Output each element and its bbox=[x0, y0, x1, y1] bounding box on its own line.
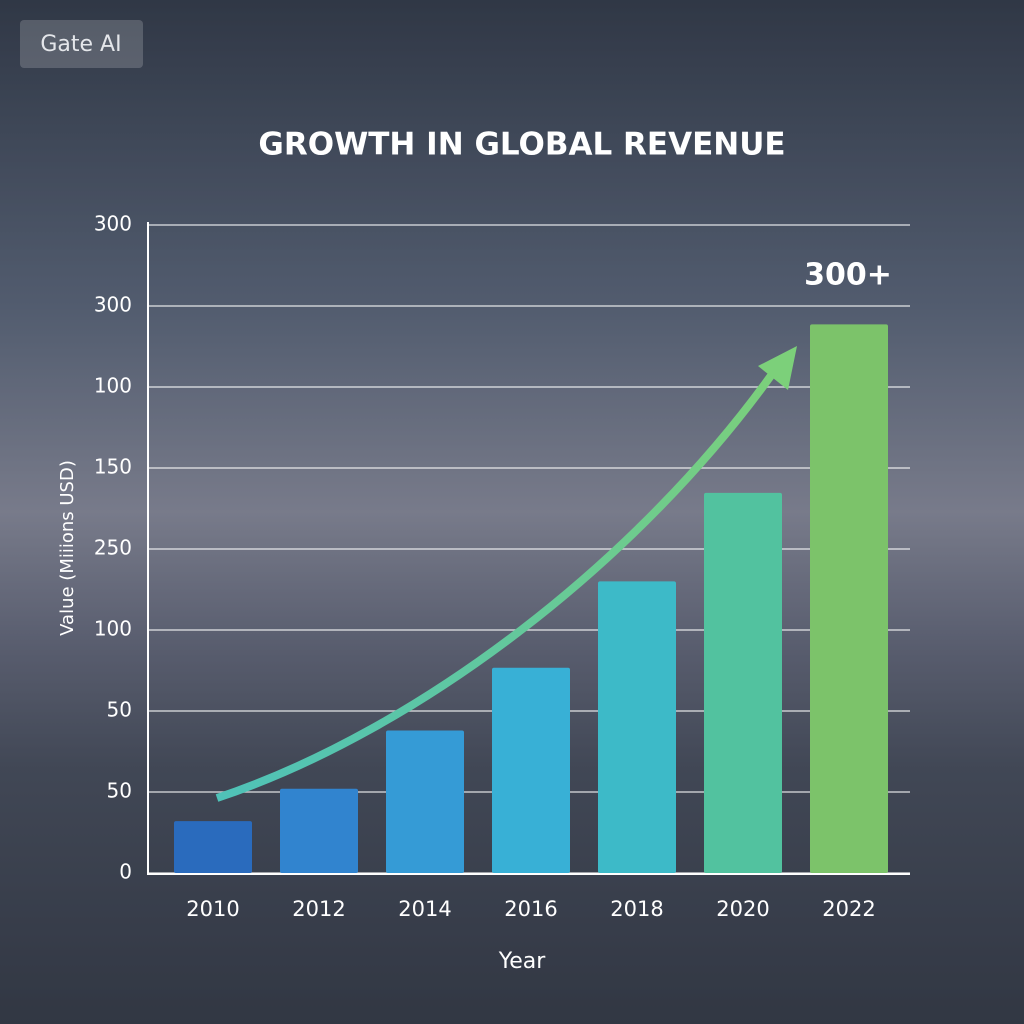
y-tick-label: 250 bbox=[94, 536, 132, 560]
trend-arrow bbox=[215, 367, 779, 802]
x-tick-label: 2014 bbox=[398, 897, 451, 921]
y-axis-label: Value (Miiions USD) bbox=[57, 460, 78, 636]
watermark: Gate AI bbox=[40, 32, 121, 57]
y-tick-label: 0 bbox=[119, 860, 132, 884]
bar bbox=[598, 581, 676, 873]
bar bbox=[386, 730, 464, 873]
y-tick-label: 100 bbox=[94, 374, 132, 398]
bar bbox=[280, 788, 358, 873]
trend-arrowhead bbox=[758, 346, 797, 390]
x-axis-label: Year bbox=[498, 949, 547, 974]
x-tick-label: 2016 bbox=[504, 897, 557, 921]
x-tick-label: 2018 bbox=[610, 897, 663, 921]
x-tick-label: 2022 bbox=[822, 897, 875, 921]
bar bbox=[492, 667, 570, 873]
x-tick-label: 2010 bbox=[186, 897, 239, 921]
y-tick-label: 50 bbox=[107, 698, 132, 722]
chart-title: GROWTH IN GLOBAL REVENUE bbox=[258, 127, 785, 163]
plot: 0 50 50 100 250 150 100 300 300 2010 2012 2014 2016 2… bbox=[94, 212, 910, 921]
y-tick-label: 100 bbox=[94, 617, 132, 641]
watermark-badge bbox=[20, 20, 143, 68]
y-tick-label: 300 bbox=[94, 293, 132, 317]
y-tick-label: 150 bbox=[94, 455, 132, 479]
annotation: 300+ bbox=[804, 258, 892, 293]
y-tick-label: 300 bbox=[94, 212, 132, 236]
x-tick-label: 2020 bbox=[716, 897, 769, 921]
bar bbox=[174, 821, 252, 873]
y-tick-label: 50 bbox=[107, 779, 132, 803]
bar bbox=[704, 492, 782, 873]
bar bbox=[810, 324, 888, 873]
x-tick-label: 2012 bbox=[292, 897, 345, 921]
